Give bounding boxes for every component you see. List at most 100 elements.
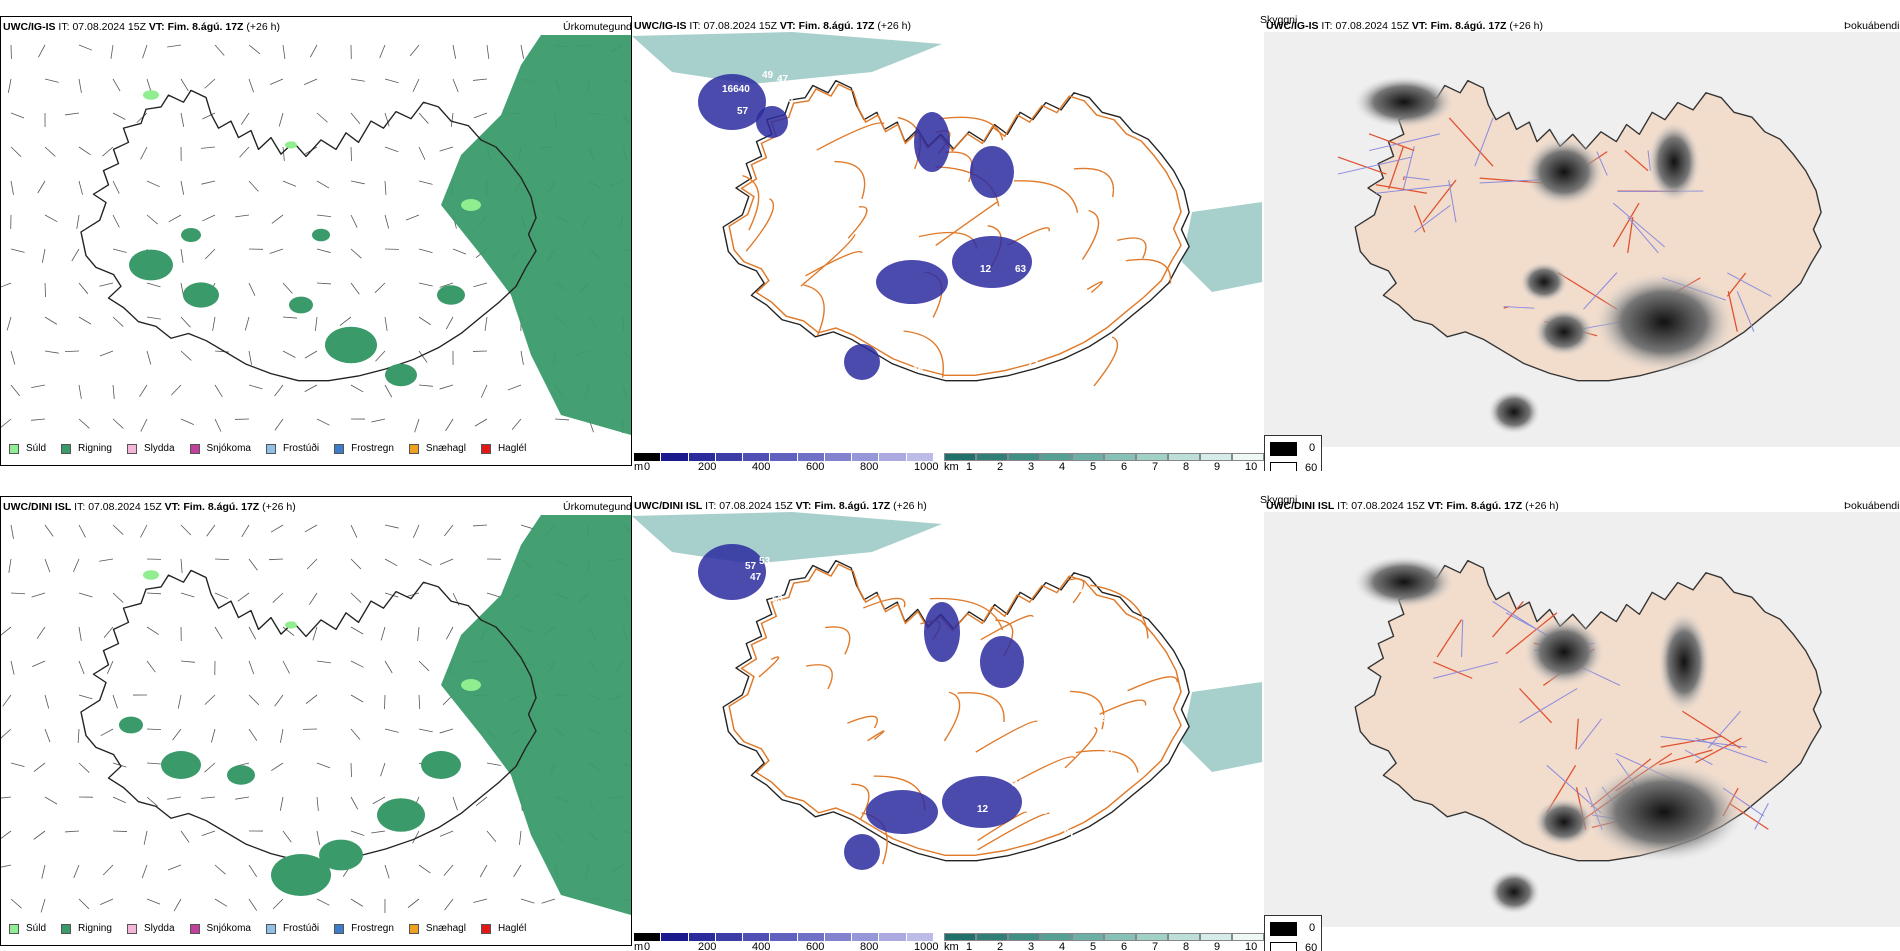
wind-barb <box>79 385 81 399</box>
mountain-low-visibility <box>756 106 788 138</box>
wind-barb <box>113 215 119 227</box>
wind-barb <box>419 865 430 873</box>
legend-label: Snæhagl <box>426 443 466 454</box>
wind-barb <box>473 525 487 526</box>
peak-visibility-label: 56 <box>1042 344 1054 355</box>
wind-barb <box>79 525 86 537</box>
height-color-step <box>661 453 688 461</box>
wind-barb <box>419 147 425 160</box>
wind-barb <box>317 763 330 768</box>
height-color-step <box>852 933 879 941</box>
wind-barb <box>181 249 183 263</box>
peak-visibility-label: 53 <box>772 594 784 605</box>
wind-barb <box>406 215 419 220</box>
wind-barb <box>249 865 257 877</box>
peak-visibility-label: 10 <box>1052 302 1064 313</box>
wind-barb <box>215 351 229 352</box>
wind-barb <box>351 797 358 809</box>
wind-barb <box>249 45 260 54</box>
wind-barb <box>241 113 249 125</box>
height-color-step <box>743 453 770 461</box>
legend-item-snæhagl: Snæhagl <box>409 923 466 934</box>
wind-barb <box>38 181 45 193</box>
wind-barb <box>444 865 453 876</box>
init-time-value: 07.08.2024 15Z <box>703 20 777 32</box>
height-color-step <box>879 933 906 941</box>
panel-header: UWC/DINI ISL IT: 07.08.2024 15Z VT: Fim.… <box>3 501 296 513</box>
visibility-color-step <box>1008 933 1040 941</box>
visibility-color-step <box>1072 453 1104 461</box>
wind-barb <box>113 419 123 428</box>
wind-barb <box>280 797 283 811</box>
wind-barb <box>31 385 45 388</box>
visibility-color-step <box>944 933 976 941</box>
wind-barb <box>79 593 92 597</box>
wind-barb <box>79 317 91 324</box>
mountain-low-visibility <box>980 636 1024 688</box>
mountain-low-visibility <box>924 602 960 662</box>
init-time-value: 07.08.2024 15Z <box>1351 500 1425 512</box>
peak-visibility-label: 23 <box>1072 584 1084 595</box>
visibility-color-step <box>1136 453 1168 461</box>
wind-barb <box>113 113 125 119</box>
wind-barb <box>147 215 158 224</box>
wind-barb <box>7 317 11 330</box>
valid-time-label: VT: <box>149 21 165 33</box>
wind-barb <box>419 283 433 286</box>
wind-barb <box>113 385 114 399</box>
fog-map <box>1264 32 1900 447</box>
fog-index-panel: UWC/IG-IS IT: 07.08.2024 15Z VT: Fim. 8.… <box>1264 16 1900 471</box>
height-unit: m <box>634 461 643 471</box>
visibility-color-step <box>976 453 1008 461</box>
visibility-color-step <box>1072 933 1104 941</box>
peak-visibility-label: 81 <box>1102 164 1114 175</box>
wind-barb <box>45 729 50 742</box>
peak-visibility-label: 68 <box>1015 334 1027 345</box>
wind-barb <box>249 283 255 296</box>
peak-visibility-label: 24 <box>1012 778 1024 789</box>
legend-swatch <box>409 924 419 934</box>
valid-time-value: Fim. 8.ágú. 17Z <box>1446 500 1522 512</box>
wind-barb <box>385 385 392 397</box>
rain-patch <box>385 364 417 386</box>
lead-time: (+26 h) <box>1509 20 1543 32</box>
legend-swatch <box>9 924 19 934</box>
wind-barb <box>11 385 20 396</box>
legend-swatch <box>190 444 200 454</box>
wind-barb <box>65 351 79 352</box>
wind-barb <box>45 797 57 804</box>
wind-barb <box>304 79 317 85</box>
wind-barb <box>215 865 226 874</box>
height-color-step <box>907 933 934 941</box>
wind-barb <box>385 525 399 528</box>
valid-time-label: VT: <box>1412 20 1428 32</box>
wind-barb <box>418 627 419 641</box>
road-line <box>1094 337 1117 386</box>
fog-area <box>1594 272 1734 372</box>
mountain-low-visibility <box>844 834 880 870</box>
legend-label: Frostregn <box>351 443 394 454</box>
wind-barb <box>415 419 419 432</box>
legend-label: Snjókoma <box>207 923 251 934</box>
lead-time: (+26 h) <box>1525 500 1559 512</box>
wind-barb <box>306 695 317 704</box>
fog-area <box>1648 122 1700 202</box>
wind-barb <box>317 419 330 425</box>
wind-barb <box>310 45 317 57</box>
height-color-step <box>879 453 906 461</box>
wind-barb <box>249 351 252 365</box>
wind-barb <box>42 249 45 263</box>
legend-swatch <box>190 924 200 934</box>
height-color-step <box>770 933 797 941</box>
panel-header: UWC/IG-IS IT: 07.08.2024 15Z VT: Fim. 8.… <box>634 20 911 32</box>
wind-barb <box>283 181 296 186</box>
drizzle-patch <box>461 679 481 691</box>
wind-barb <box>205 695 215 705</box>
precip-panel-title: Úrkomutegund <box>563 501 632 513</box>
legend-label: Frostregn <box>351 923 394 934</box>
legend-swatch <box>409 444 419 454</box>
peak-visibility-label: 95 <box>1100 654 1112 665</box>
wind-barb <box>147 283 160 287</box>
wind-barb <box>11 525 13 539</box>
